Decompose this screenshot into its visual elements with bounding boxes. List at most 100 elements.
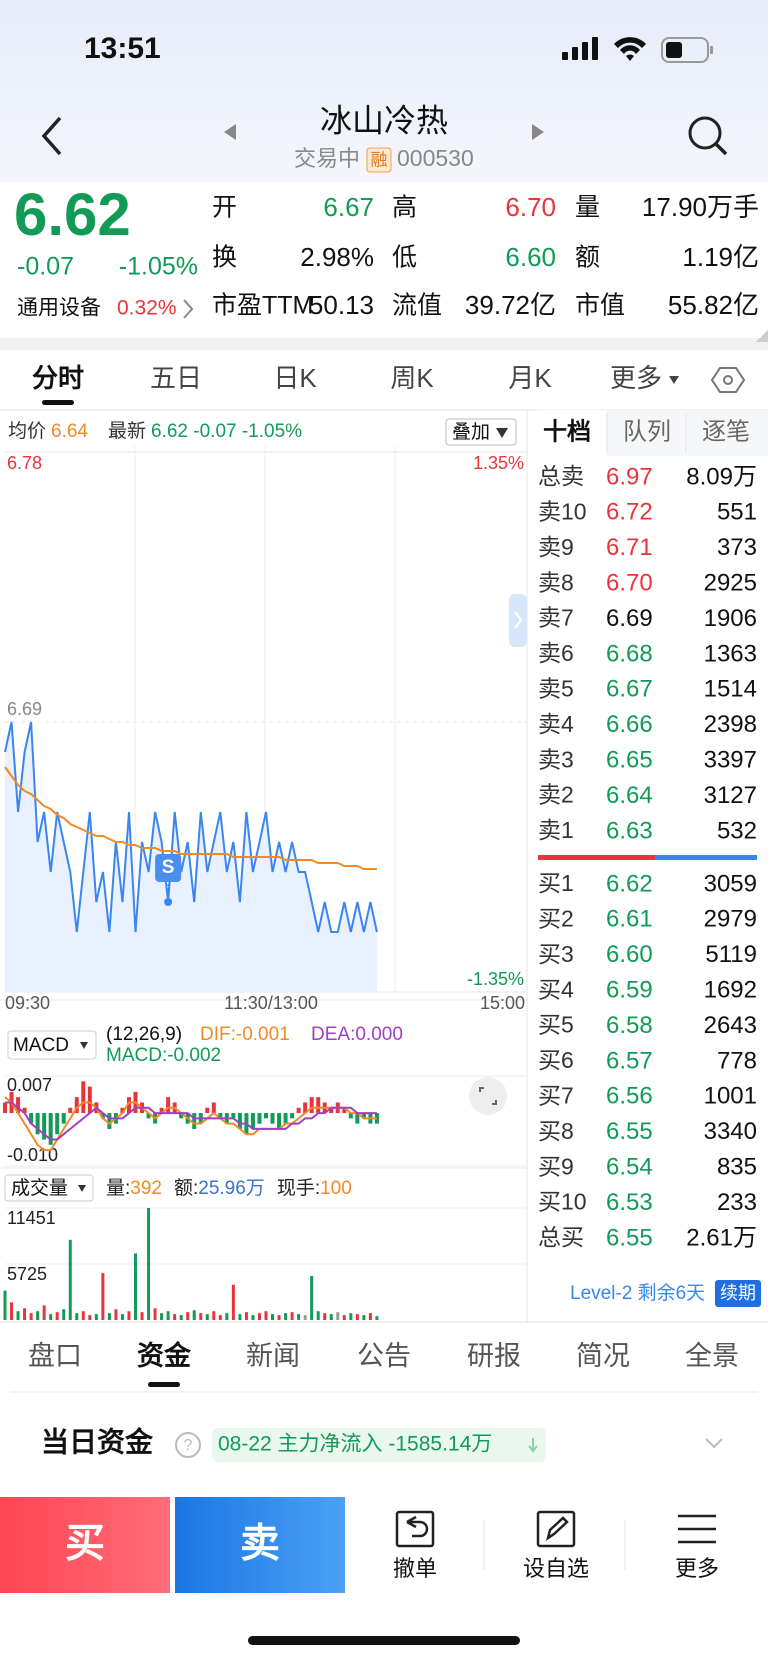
settings-icon[interactable] — [710, 367, 746, 393]
stat-label: 流值 — [392, 292, 442, 320]
chart-summary: 均价 6.64 最新 6.62 -0.07 -1.05% — [8, 420, 302, 442]
back-button[interactable] — [41, 116, 62, 156]
buy-button[interactable] — [0, 1497, 170, 1593]
macd-bar — [159, 1107, 164, 1114]
macd-bar — [237, 1113, 242, 1129]
volume-bar — [173, 1314, 177, 1320]
chart-tab[interactable]: 更多 — [610, 363, 662, 393]
active-underline — [148, 1382, 180, 1387]
y-tick-label: 6.78 — [7, 453, 42, 473]
bottom-tab[interactable]: 研报 — [467, 1341, 521, 1371]
volume-bar — [257, 1313, 261, 1320]
y2-tick-label: 1.35% — [473, 453, 524, 473]
volume-bar — [68, 1239, 72, 1320]
volume-bar — [231, 1284, 235, 1320]
svg-text:?: ? — [184, 1437, 193, 1454]
volume-bar — [153, 1308, 157, 1320]
summary-value: 6.62 -0.07 -1.05% — [151, 421, 302, 442]
badge-bg — [366, 147, 392, 173]
chart-tab[interactable]: 五日 — [150, 363, 202, 393]
book-label: 总买 — [538, 1224, 584, 1250]
book-tab[interactable]: 逐笔 — [702, 418, 750, 445]
action-label[interactable]: 设自选 — [523, 1556, 589, 1581]
volume-bar — [316, 1311, 320, 1320]
sector-arrow[interactable] — [183, 299, 194, 319]
book-volume: 233 — [717, 1189, 757, 1216]
overlay-button[interactable] — [445, 418, 517, 446]
book-price: 6.61 — [606, 906, 653, 933]
volume-bar — [75, 1313, 79, 1320]
watchlist-icon[interactable] — [536, 1510, 576, 1548]
cancel-icon[interactable] — [395, 1510, 435, 1548]
macd-bar — [361, 1113, 366, 1119]
volume-select[interactable] — [4, 1174, 94, 1202]
macd-select[interactable] — [7, 1030, 97, 1060]
marker-badge — [155, 854, 182, 882]
bottom-tab[interactable]: 资金 — [137, 1340, 192, 1371]
book-label: 卖5 — [538, 675, 574, 701]
buy-label: 买 — [65, 1522, 105, 1566]
x-tick-label: 11:30/13:00 — [224, 993, 318, 1013]
more-icon[interactable] — [678, 1514, 716, 1544]
volume-bar — [284, 1313, 288, 1320]
chart-tab[interactable]: 周K — [390, 363, 434, 393]
macd-bar — [29, 1113, 34, 1124]
help-icon[interactable]: ? — [175, 1432, 201, 1458]
book-price: 6.67 — [606, 676, 653, 703]
volume-bar — [349, 1313, 353, 1320]
book-volume: 373 — [717, 534, 757, 561]
expand-chevron[interactable] — [705, 1438, 723, 1449]
chart-tab[interactable]: 日K — [273, 363, 317, 393]
search-button[interactable] — [688, 116, 728, 156]
book-tab[interactable]: 队列 — [623, 418, 671, 445]
book-label: 卖8 — [538, 569, 574, 595]
side-tab[interactable] — [509, 594, 527, 647]
book-label: 买4 — [538, 976, 574, 1002]
expand-button[interactable] — [469, 1077, 507, 1115]
bottom-tab[interactable]: 新闻 — [246, 1341, 300, 1371]
action-label[interactable]: 更多 — [675, 1556, 719, 1581]
book-price: 6.71 — [606, 534, 653, 561]
book-label: 卖10 — [538, 498, 587, 524]
next-stock[interactable] — [532, 124, 544, 140]
book-tab[interactable]: 十档 — [543, 418, 591, 445]
price-area — [5, 722, 377, 992]
macd-bar — [374, 1113, 379, 1124]
summary-label: 均价 — [8, 420, 46, 442]
more-caret — [669, 376, 679, 384]
stat-value: 39.72亿 — [465, 290, 556, 320]
renew-button[interactable] — [715, 1280, 761, 1307]
volume-bar — [186, 1312, 190, 1320]
bottom-tab[interactable]: 公告 — [357, 1341, 411, 1371]
volume-bar — [55, 1312, 59, 1320]
action-label[interactable]: 撤单 — [393, 1556, 437, 1581]
stat-value: 50.13 — [309, 290, 374, 320]
y-tick-label: 6.69 — [7, 699, 42, 719]
volume-bar — [244, 1312, 248, 1320]
macd-label: MACD — [13, 1035, 69, 1056]
stock-name: 冰山冷热 — [320, 102, 448, 138]
book-label: 买5 — [538, 1012, 574, 1038]
bottom-tab[interactable]: 全景 — [685, 1341, 739, 1371]
macd-bar — [16, 1097, 21, 1114]
volume-bar — [29, 1313, 33, 1320]
prev-stock[interactable] — [224, 124, 236, 140]
bottom-tab[interactable]: 盘口 — [28, 1341, 82, 1371]
volume-bar — [362, 1315, 366, 1320]
book-price: 6.65 — [606, 747, 653, 774]
sell-button[interactable] — [175, 1497, 345, 1593]
macd-bar — [348, 1113, 353, 1119]
volume-bar — [375, 1316, 379, 1320]
macd-bar — [48, 1113, 53, 1145]
book-price: 6.60 — [606, 941, 653, 968]
stat-label: 量 — [575, 194, 600, 222]
volume-bar — [212, 1311, 216, 1320]
macd-bar — [303, 1102, 308, 1114]
chart-tab[interactable]: 分时 — [32, 363, 84, 393]
chart-tab[interactable]: 月K — [508, 363, 552, 393]
volume-bar — [277, 1315, 281, 1320]
macd-params: (12,26,9) — [106, 1024, 182, 1045]
volume-bar — [271, 1314, 275, 1320]
bottom-tab[interactable]: 简况 — [576, 1341, 630, 1371]
